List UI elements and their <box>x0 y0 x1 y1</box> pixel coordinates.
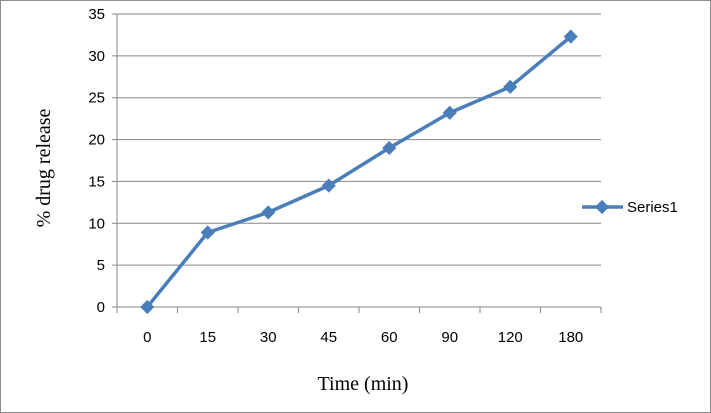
y-tick-label-5: 5 <box>97 257 105 274</box>
axes <box>112 13 602 313</box>
y-axis-title: % drug release <box>33 108 55 227</box>
data-point-120 <box>503 79 518 94</box>
y-tick-label-25: 25 <box>88 90 105 107</box>
series-line-0 <box>145 34 573 309</box>
legend-marker <box>594 199 610 215</box>
x-tick-label-15: 15 <box>199 329 216 346</box>
x-tick-label-90: 90 <box>441 329 458 346</box>
y-tick-label-15: 15 <box>88 173 105 190</box>
x-tick-label-120: 120 <box>498 329 523 346</box>
y-tick-label-10: 10 <box>88 215 105 232</box>
x-tick-label-60: 60 <box>381 329 398 346</box>
legend: Series1 <box>582 199 678 216</box>
legend-label: Series1 <box>627 199 678 216</box>
data-point-15 <box>200 225 215 240</box>
x-tick-label-30: 30 <box>260 329 277 346</box>
x-axis-title: Time (min) <box>318 373 409 395</box>
x-tick-label-180: 180 <box>558 329 583 346</box>
y-tick-labels: 0 5 10 15 20 25 30 35 <box>88 6 105 316</box>
grid-lines <box>117 13 601 266</box>
data-point-0 <box>140 299 155 315</box>
data-point-60 <box>382 140 397 156</box>
data-point-180 <box>563 29 578 44</box>
y-tick-label-35: 35 <box>88 6 105 23</box>
x-tick-label-45: 45 <box>320 329 337 346</box>
y-tick-label-20: 20 <box>88 132 105 149</box>
data-point-30 <box>261 205 276 220</box>
series-group <box>140 29 578 315</box>
data-point-90 <box>442 105 457 120</box>
x-tick-labels: 0 15 30 45 60 90 120 180 <box>143 329 583 346</box>
y-tick-label-30: 30 <box>88 48 105 65</box>
y-tick-label-0: 0 <box>97 299 105 316</box>
data-point-45 <box>321 178 336 193</box>
x-tick-label-0: 0 <box>143 329 151 346</box>
